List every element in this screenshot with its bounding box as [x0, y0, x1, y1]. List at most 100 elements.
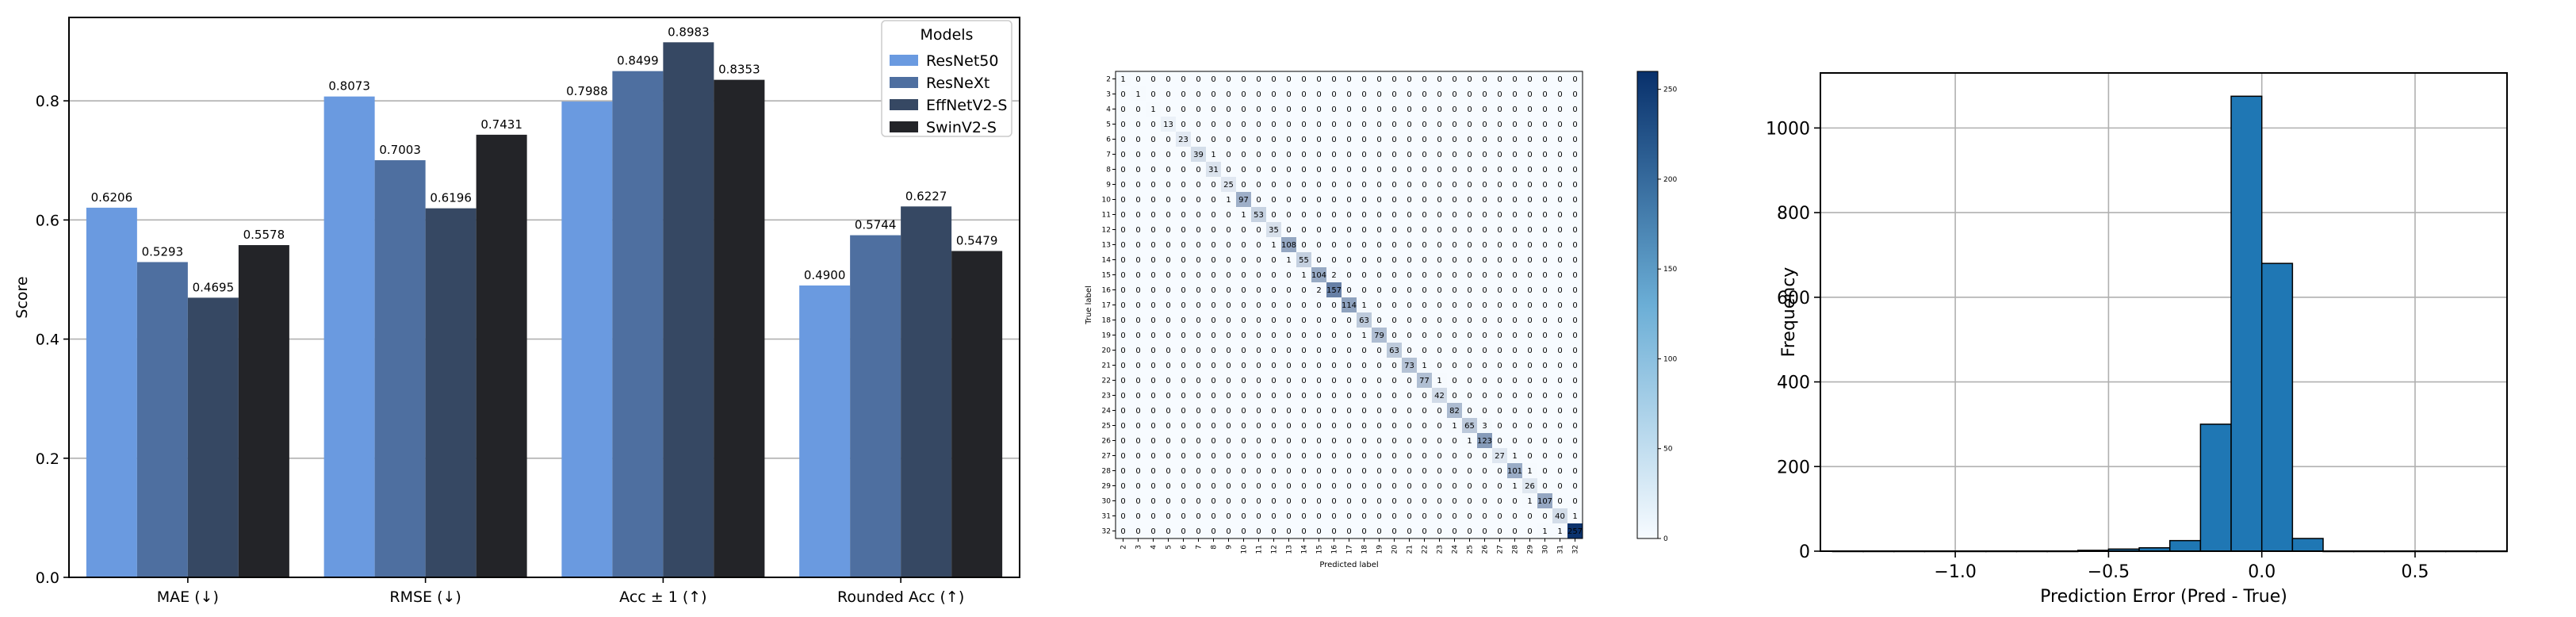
matrix-cell [1266, 508, 1281, 523]
matrix-cell [1492, 132, 1507, 147]
cell-value: 0 [1211, 392, 1215, 400]
matrix-cell [1447, 102, 1462, 117]
matrix-cell [1311, 373, 1326, 388]
legend-title: Models [921, 26, 974, 44]
cell-value: 0 [1301, 151, 1306, 159]
cell-value: 0 [1135, 166, 1140, 174]
matrix-cell [1191, 478, 1206, 493]
cell-value: 0 [1150, 211, 1155, 220]
matrix-cell [1357, 523, 1372, 538]
matrix-cell [1477, 86, 1492, 102]
matrix-cell [1116, 448, 1131, 463]
cell-value: 0 [1241, 331, 1246, 340]
matrix-cell [1402, 132, 1417, 147]
matrix-cell [1447, 237, 1462, 252]
matrix-cell [1447, 132, 1462, 147]
cell-value: 0 [1331, 452, 1336, 461]
matrix-cell [1507, 282, 1522, 297]
model-comparison-bar-chart: 0.00.20.40.60.80.62060.52930.46950.5578M… [13, 17, 1020, 606]
cell-value: 0 [1391, 377, 1396, 385]
matrix-cell [1191, 508, 1206, 523]
cell-value: 0 [1226, 527, 1231, 536]
x-tick-label: 28 [1512, 545, 1520, 554]
cell-value: 0 [1452, 452, 1456, 461]
cell-value: 0 [1120, 482, 1125, 491]
cell-value: 108 [1281, 241, 1296, 250]
cell-value: 0 [1572, 482, 1577, 491]
matrix-cell [1131, 282, 1146, 297]
cell-value: 0 [1422, 271, 1426, 280]
matrix-cell [1266, 388, 1281, 403]
cell-value: 1 [1286, 256, 1291, 265]
bar-value-label: 0.8073 [328, 79, 370, 94]
cell-value: 0 [1407, 151, 1411, 159]
matrix-cell [1326, 523, 1342, 538]
cell-value: 0 [1527, 271, 1532, 280]
cell-value: 0 [1271, 452, 1276, 461]
matrix-cell [1116, 523, 1131, 538]
cell-value: 1 [1452, 422, 1456, 431]
cell-value: 0 [1482, 362, 1487, 370]
cell-value: 0 [1361, 467, 1366, 476]
cell-value: 0 [1542, 331, 1547, 340]
matrix-cell [1387, 222, 1402, 237]
matrix-cell [1131, 463, 1146, 478]
colorbar-tick-label: 100 [1663, 355, 1677, 363]
cell-value: 0 [1376, 286, 1381, 295]
matrix-cell [1477, 71, 1492, 86]
matrix-cell [1402, 343, 1417, 358]
matrix-cell [1522, 418, 1537, 433]
cell-value: 0 [1211, 121, 1215, 129]
matrix-cell [1492, 222, 1507, 237]
matrix-cell [1326, 508, 1342, 523]
cell-value: 0 [1467, 75, 1472, 84]
matrix-cell [1402, 448, 1417, 463]
cell-value: 0 [1120, 196, 1125, 205]
matrix-cell [1176, 523, 1191, 538]
cell-value: 0 [1407, 316, 1411, 325]
cell-value: 0 [1497, 527, 1502, 536]
matrix-cell [1477, 267, 1492, 282]
matrix-cell [1221, 463, 1236, 478]
matrix-cell [1281, 493, 1296, 508]
cell-value: 0 [1226, 392, 1231, 400]
cell-value: 0 [1542, 392, 1547, 400]
matrix-cell [1176, 102, 1191, 117]
cell-value: 0 [1527, 166, 1532, 174]
matrix-cell [1206, 343, 1221, 358]
x-tick-label: 4 [1150, 545, 1158, 550]
matrix-cell [1522, 358, 1537, 373]
cell-value: 0 [1467, 512, 1472, 521]
matrix-cell [1462, 418, 1477, 433]
cell-value: 0 [1181, 75, 1185, 84]
cell-value: 0 [1241, 136, 1246, 144]
cell-value: 0 [1452, 347, 1456, 355]
matrix-cell [1311, 162, 1326, 177]
matrix-cell [1507, 508, 1522, 523]
cell-value: 0 [1181, 452, 1185, 461]
matrix-cell [1417, 162, 1432, 177]
x-tick-label: Rounded Acc (↑) [837, 588, 964, 606]
cell-value: 0 [1211, 527, 1215, 536]
x-tick-label: 0.0 [2248, 562, 2276, 582]
matrix-cell [1221, 312, 1236, 328]
x-tick-label: Acc ± 1 (↑) [619, 588, 706, 606]
matrix-cell [1507, 177, 1522, 192]
cell-value: 0 [1407, 121, 1411, 129]
matrix-cell [1552, 312, 1567, 328]
matrix-cell [1146, 162, 1161, 177]
cell-value: 0 [1467, 392, 1472, 400]
matrix-cell [1206, 237, 1221, 252]
matrix-cell [1296, 297, 1311, 312]
matrix-cell [1161, 463, 1176, 478]
cell-value: 0 [1301, 286, 1306, 295]
cell-value: 0 [1331, 422, 1336, 431]
matrix-cell [1432, 71, 1447, 86]
matrix-cell [1296, 508, 1311, 523]
matrix-cell [1131, 297, 1146, 312]
matrix-cell [1417, 117, 1432, 132]
cell-value: 0 [1346, 437, 1351, 446]
matrix-cell [1522, 222, 1537, 237]
matrix-cell [1387, 433, 1402, 448]
matrix-cell [1447, 478, 1462, 493]
